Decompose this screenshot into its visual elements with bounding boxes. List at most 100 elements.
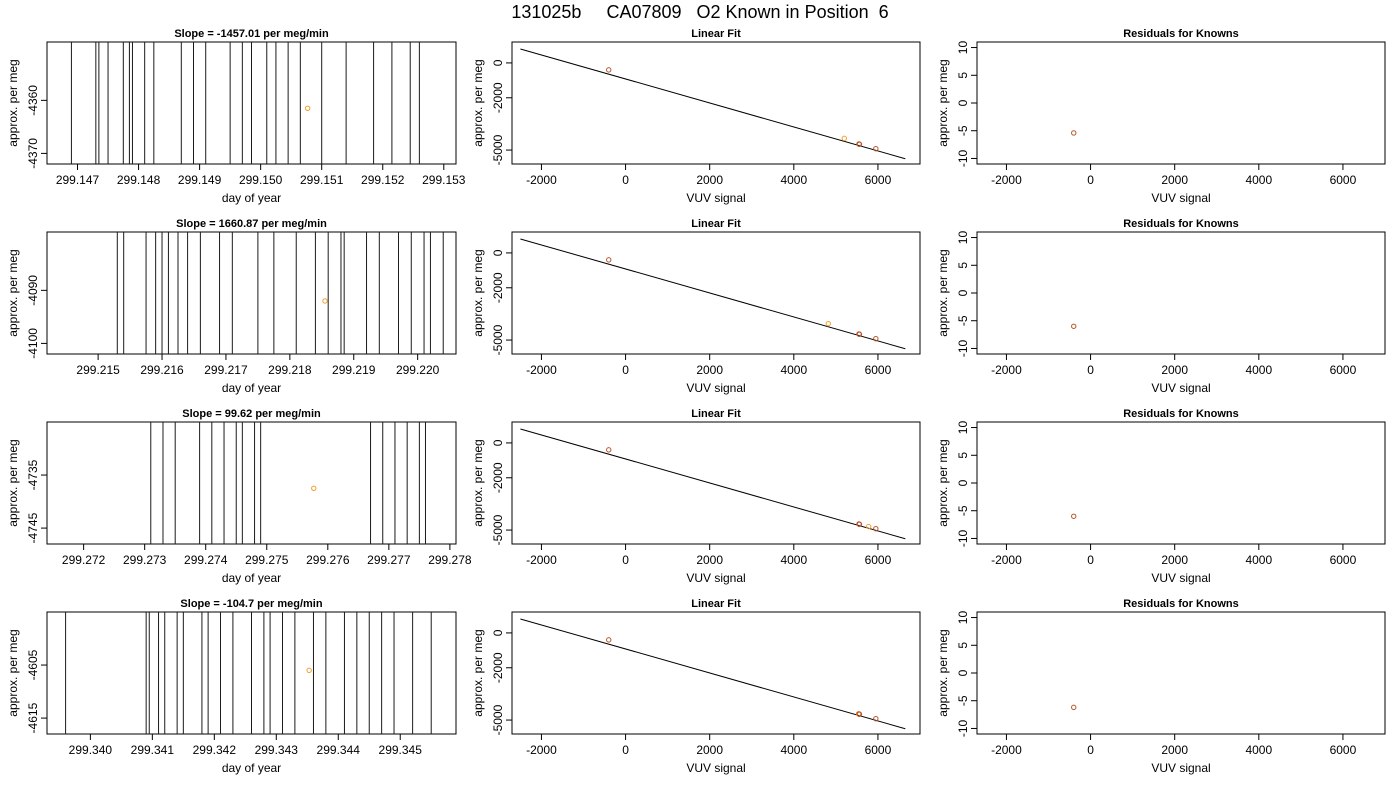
- chart-3-x-tick-label-5: 6000: [1330, 173, 1357, 187]
- chart-4-x-tick-label-3: 299.217: [204, 363, 248, 377]
- chart-3-y-tick-label-4: -5: [956, 125, 970, 136]
- chart-8-known-point-4: [873, 525, 879, 532]
- chart-8-known-point-1: [606, 447, 612, 453]
- chart-4-mean-marker: [322, 298, 328, 304]
- chart-9-y-tick-label-3: 0: [956, 479, 970, 486]
- chart-10-x-tick-label-4: 299.343: [255, 743, 299, 757]
- chart-7-y-axis-label: approx. per meg: [6, 439, 20, 526]
- chart-1: Slope = -1457.01 per meg/min 299.147 299.1…: [6, 28, 466, 205]
- chart-1-x-tick-label-7: 299.153: [422, 173, 466, 187]
- chart-11-plot-area: [520, 618, 906, 730]
- chart-8-x-tick-label-3: 2000: [696, 553, 723, 567]
- chart-5-x-tick-label-4: 4000: [780, 363, 807, 377]
- chart-9-x-tick-label-2: 0: [1087, 553, 1094, 567]
- chart-8-fit-line: [520, 428, 906, 540]
- chart-4-y-tick-label-1: -4090: [26, 275, 40, 306]
- chart-2-known-point-3: [856, 141, 863, 148]
- chart-1-x-tick-label-6: 299.152: [361, 173, 405, 187]
- chart-12-y-tick-label-5: -10: [956, 719, 970, 737]
- chart-12-plot-area: [1071, 704, 1077, 711]
- chart-3-y-tick-label-5: -10: [956, 149, 970, 167]
- chart-2-x-tick-label-1: -2000: [526, 173, 557, 187]
- chart-12-y-axis-label: approx. per meg: [936, 629, 950, 716]
- chart-3-y-tick-label-3: 0: [956, 99, 970, 106]
- chart-7: Slope = 99.62 per meg/min 299.272 299.273 2…: [6, 408, 472, 585]
- chart-7-y-tick-label-1: -4735: [26, 459, 40, 490]
- chart-6-title: Residuals for Knowns: [1123, 218, 1239, 230]
- chart-12-x-tick-label-5: 6000: [1330, 743, 1357, 757]
- chart-6-plot-area: [1071, 323, 1077, 329]
- chart-12-x-tick-label-3: 2000: [1161, 743, 1188, 757]
- chart-8-unknown-point-1: [865, 523, 872, 530]
- chart-8-known-point-3: [856, 521, 863, 528]
- chart-1-x-tick-label-4: 299.150: [239, 173, 283, 187]
- chart-5-fit-line: [520, 238, 906, 350]
- chart-2-x-axis-label: VUV signal: [686, 191, 745, 205]
- chart-7-x-axis-label: day of year: [222, 571, 281, 585]
- chart-1-x-tick-label-3: 299.149: [178, 173, 222, 187]
- chart-5-x-axis-label: VUV signal: [686, 381, 745, 395]
- chart-12-y-tick-label-4: -5: [956, 695, 970, 706]
- chart-2-y-tick-label-3: -5000: [491, 134, 505, 165]
- chart-12-x-tick-label-2: 0: [1087, 743, 1094, 757]
- chart-7-mean-marker: [311, 485, 317, 492]
- chart-5-known-point-4: [873, 335, 879, 342]
- chart-11-known-point-3: [856, 711, 863, 718]
- chart-3-y-axis-label: approx. per meg: [936, 59, 950, 146]
- chart-4-x-tick-label-1: 299.215: [76, 363, 120, 377]
- chart-2-plot-frame: [511, 41, 921, 165]
- chart-9-plot-area: [1071, 513, 1077, 519]
- chart-5-known-point-1: [606, 257, 612, 263]
- chart-11-y-tick-label-1: 0: [491, 629, 505, 636]
- chart-10-x-tick-label-3: 299.342: [193, 743, 237, 757]
- chart-7-x-tick-label-5: 299.276: [306, 553, 350, 567]
- chart-2-known-point-1: [606, 67, 612, 73]
- chart-11-y-tick-label-3: -5000: [491, 704, 505, 735]
- chart-1-x-tick-label-5: 299.151: [300, 173, 344, 187]
- chart-1-plot-area: [70, 42, 420, 164]
- chart-6-x-tick-label-5: 6000: [1330, 363, 1357, 377]
- chart-5-x-tick-label-1: -2000: [526, 363, 557, 377]
- chart-9-x-tick-label-4: 4000: [1245, 553, 1272, 567]
- chart-6-y-axis-label: approx. per meg: [936, 249, 950, 336]
- chart-2-unknown-point-1: [841, 135, 847, 142]
- chart-6-x-tick-label-4: 4000: [1245, 363, 1272, 377]
- chart-4-x-axis-label: day of year: [222, 381, 281, 395]
- chart-5-x-tick-label-2: 0: [622, 363, 629, 377]
- chart-3-x-tick-label-3: 2000: [1161, 173, 1188, 187]
- chart-10: Slope = -104.7 per meg/min 299.340 299.341…: [6, 598, 457, 775]
- chart-11: Linear Fit -2000 0 2000 4000 6000 0 -2000 -5000 V…: [471, 598, 921, 775]
- chart-8-plot-frame: [511, 421, 921, 545]
- chart-12-x-axis-label: VUV signal: [1151, 761, 1210, 775]
- chart-12-known-point-1: [1071, 704, 1077, 711]
- chart-10-x-tick-label-5: 299.344: [317, 743, 361, 757]
- chart-3-x-tick-label-1: -2000: [991, 173, 1022, 187]
- chart-4-title: Slope = 1660.87 per meg/min: [176, 218, 327, 230]
- chart-5-plot-area: [520, 238, 906, 350]
- chart-4-x-tick-label-6: 299.220: [396, 363, 440, 377]
- chart-7-x-tick-label-7: 299.278: [428, 553, 472, 567]
- chart-2-x-tick-label-2: 0: [622, 173, 629, 187]
- chart-8-y-tick-label-2: -2000: [491, 462, 505, 493]
- chart-2-x-tick-label-3: 2000: [696, 173, 723, 187]
- page-title: 131025b CA07809 O2 Known in Position 6: [511, 2, 889, 22]
- chart-10-y-tick-label-2: -4615: [26, 702, 40, 733]
- chart-4-plot-frame: [46, 231, 457, 355]
- chart-5-y-axis-label: approx. per meg: [471, 249, 485, 336]
- chart-5-title: Linear Fit: [691, 218, 741, 230]
- chart-12-y-tick-label-1: 10: [956, 611, 970, 625]
- chart-6-x-tick-label-2: 0: [1087, 363, 1094, 377]
- chart-2-y-axis-label: approx. per meg: [471, 59, 485, 146]
- chart-10-y-axis-label: approx. per meg: [6, 629, 20, 716]
- chart-2-y-tick-label-2: -2000: [491, 82, 505, 113]
- chart-10-plot-area: [65, 612, 432, 734]
- chart-1-mean-marker: [304, 105, 311, 112]
- chart-3-x-tick-label-4: 4000: [1245, 173, 1272, 187]
- chart-5-plot-frame: [511, 231, 921, 355]
- chart-8-x-tick-label-1: -2000: [526, 553, 557, 567]
- chart-10-x-tick-label-1: 299.340: [69, 743, 113, 757]
- chart-10-title: Slope = -104.7 per meg/min: [180, 598, 322, 610]
- chart-9-x-tick-label-5: 6000: [1330, 553, 1357, 567]
- chart-7-x-tick-label-6: 299.277: [367, 553, 411, 567]
- chart-9-title: Residuals for Knowns: [1123, 408, 1239, 420]
